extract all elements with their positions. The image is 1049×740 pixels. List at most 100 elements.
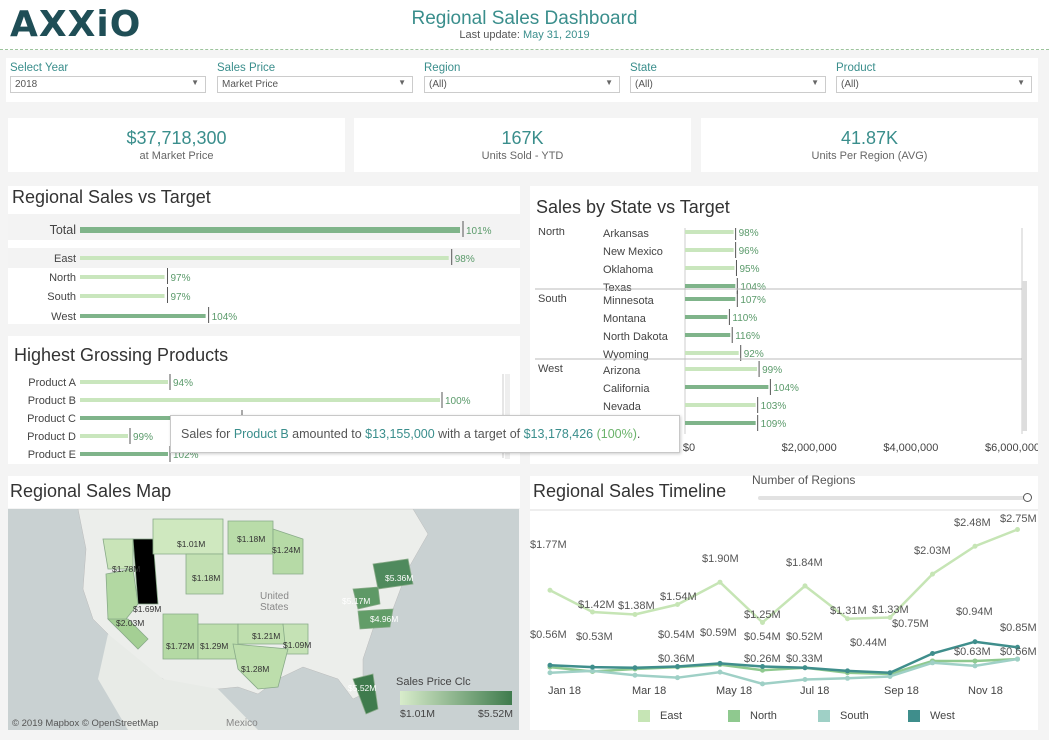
state-bar[interactable]	[685, 385, 769, 389]
map-header: Regional Sales Map	[8, 476, 520, 508]
series-point[interactable]	[845, 668, 850, 674]
scrollbar[interactable]	[1022, 281, 1027, 431]
product-bar[interactable]	[80, 398, 440, 402]
state-label: California	[603, 383, 650, 395]
series-point[interactable]	[547, 670, 553, 676]
axis-tick-label: $0	[683, 442, 695, 454]
series-line-north[interactable]	[549, 657, 1018, 676]
series-point[interactable]	[972, 639, 978, 645]
data-label: $1.38M	[618, 600, 655, 612]
bar[interactable]	[80, 275, 165, 279]
state-dropdown[interactable]: (All) ▼	[630, 76, 826, 93]
series-point[interactable]	[675, 664, 680, 670]
product-bar[interactable]	[80, 416, 240, 420]
regions-slider[interactable]	[758, 493, 1032, 502]
series-point[interactable]	[802, 665, 808, 671]
series-point[interactable]	[717, 669, 723, 675]
region-dropdown[interactable]: (All) ▼	[424, 76, 620, 93]
series-point[interactable]	[930, 571, 935, 577]
series-point[interactable]	[930, 660, 935, 666]
series-point[interactable]	[760, 620, 765, 625]
state-value-label: 98%	[739, 228, 759, 239]
product-bar[interactable]	[80, 380, 168, 384]
series-line-west[interactable]	[549, 640, 1018, 674]
series-point[interactable]	[590, 609, 595, 615]
series-point[interactable]	[845, 675, 850, 681]
legend-north[interactable]: North	[728, 710, 777, 722]
state-shape	[132, 538, 159, 605]
state-bar[interactable]	[685, 284, 736, 288]
series-point[interactable]	[760, 664, 765, 670]
map-state-label: $5.17M	[342, 596, 370, 606]
series-point[interactable]	[930, 651, 935, 656]
series-point[interactable]	[887, 670, 893, 676]
series-point[interactable]	[1015, 527, 1020, 532]
state-bar[interactable]	[685, 421, 756, 425]
legend-west[interactable]: West	[908, 710, 955, 722]
state-bar[interactable]	[685, 367, 758, 371]
legend-east[interactable]: East	[638, 710, 682, 722]
series-point[interactable]	[675, 602, 680, 608]
product-bar[interactable]	[80, 434, 128, 438]
data-label: $0.52M	[786, 631, 823, 643]
series-line-south[interactable]	[549, 657, 1018, 686]
map-state-label: $5.52M	[348, 683, 376, 693]
product-value-label: 99%	[133, 432, 153, 443]
year-dropdown[interactable]: 2018 ▼	[10, 76, 206, 93]
series-point[interactable]	[717, 660, 723, 666]
bar[interactable]	[80, 227, 460, 233]
series-point[interactable]	[632, 665, 638, 671]
series-point[interactable]	[1015, 644, 1020, 650]
series-point[interactable]	[1015, 656, 1020, 662]
series-point[interactable]	[845, 616, 850, 622]
state-value-label: 103%	[761, 401, 787, 412]
state-bar[interactable]	[685, 266, 735, 270]
state-bar[interactable]	[685, 333, 731, 337]
slider-handle[interactable]	[1023, 493, 1032, 502]
series-point[interactable]	[887, 615, 893, 621]
series-point[interactable]	[717, 579, 723, 585]
price-dropdown[interactable]: Market Price ▼	[217, 76, 413, 93]
map-place-mexico: Mexico	[226, 718, 258, 729]
series-point[interactable]	[972, 663, 978, 669]
legend-south[interactable]: South	[818, 710, 869, 722]
product-bar[interactable]	[80, 452, 168, 456]
series-point[interactable]	[887, 673, 893, 679]
last-update-date: May 31, 2019	[522, 29, 590, 41]
map-credits: © 2019 Mapbox © OpenStreetMap	[12, 718, 159, 729]
state-bar[interactable]	[685, 403, 756, 407]
series-point[interactable]	[675, 675, 680, 681]
state-bar[interactable]	[685, 248, 734, 252]
state-bar[interactable]	[685, 230, 734, 234]
series-point[interactable]	[590, 668, 595, 674]
series-line-east[interactable]	[549, 528, 1018, 625]
series-point[interactable]	[547, 662, 553, 668]
series-point[interactable]	[760, 667, 765, 673]
series-point[interactable]	[547, 587, 553, 593]
bar-label: North	[49, 272, 76, 284]
product-dropdown[interactable]: (All) ▼	[836, 76, 1032, 93]
series-point[interactable]	[590, 664, 595, 670]
series-point[interactable]	[632, 611, 638, 617]
bar[interactable]	[80, 314, 206, 318]
state-bar[interactable]	[685, 297, 736, 301]
legend-label: West	[930, 710, 955, 722]
state-value-label: 96%	[739, 246, 759, 257]
bar[interactable]	[80, 294, 165, 298]
series-point[interactable]	[802, 677, 808, 683]
map-state-label: $1.28M	[241, 664, 269, 674]
data-label: $1.42M	[578, 599, 615, 611]
series-point[interactable]	[972, 658, 978, 664]
series-point[interactable]	[802, 583, 808, 589]
regional-sales-map[interactable]: $1.01M $1.18M $1.24M $1.78M $1.18M $1.69M $2.0…	[8, 509, 519, 730]
bar[interactable]	[80, 256, 449, 260]
product-value-label: 102%	[173, 450, 199, 461]
state-shape	[372, 558, 414, 590]
product-label: Product E	[28, 449, 76, 461]
state-bar[interactable]	[685, 351, 739, 355]
series-point[interactable]	[632, 672, 638, 678]
series-point[interactable]	[760, 681, 765, 687]
series-point[interactable]	[972, 543, 978, 549]
axis-tick-label: $4,000,000	[883, 442, 938, 454]
state-bar[interactable]	[685, 315, 728, 319]
